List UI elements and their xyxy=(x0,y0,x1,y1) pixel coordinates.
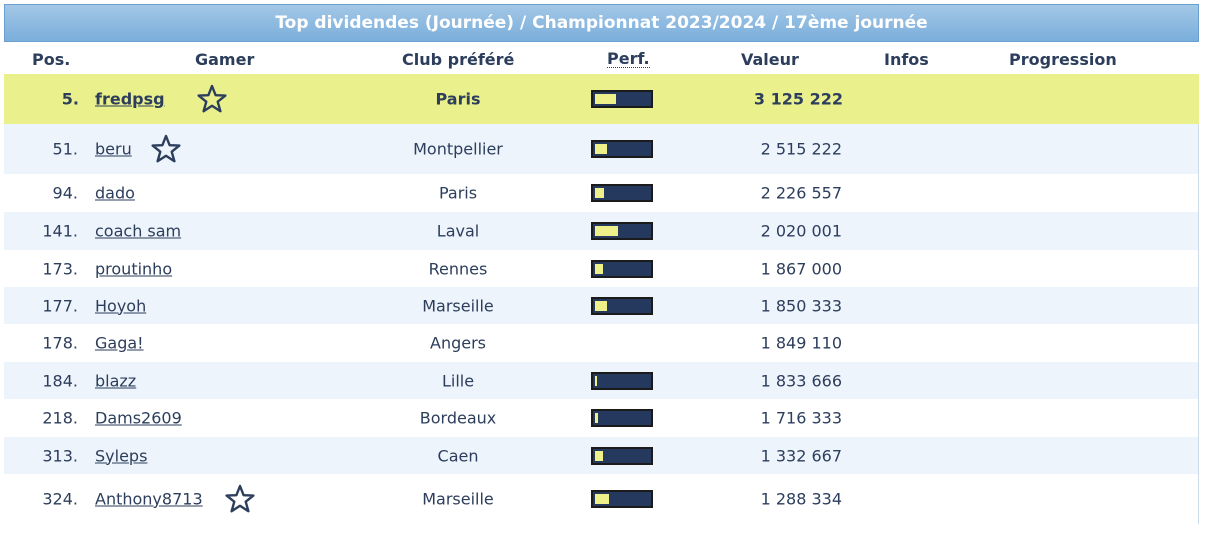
table-row: 178. Gaga! Angers 1 849 110 xyxy=(4,324,1199,362)
dividend-value: 1 716 333 xyxy=(760,408,842,428)
star-icon[interactable] xyxy=(196,83,228,115)
table-row: 177. Hoyoh Marseille 1 850 333 xyxy=(4,287,1199,324)
rank-position: 324. xyxy=(42,489,78,509)
table-row: 173. proutinho Rennes 1 867 000 xyxy=(4,250,1199,287)
table-row: 313. Syleps Caen 1 332 667 xyxy=(4,437,1199,474)
rank-position: 178. xyxy=(42,333,78,353)
dividend-value: 1 288 334 xyxy=(760,489,842,509)
rank-position: 313. xyxy=(42,446,78,465)
table-title: Top dividendes (Journée) / Championnat 2… xyxy=(4,4,1199,42)
dividend-value: 1 833 666 xyxy=(760,371,842,390)
favorite-club: Paris xyxy=(435,89,481,109)
rank-position: 51. xyxy=(52,139,78,159)
table-row: 141. coach sam Laval 2 020 001 xyxy=(4,212,1199,250)
star-icon[interactable] xyxy=(224,483,256,515)
favorite-club: Lille xyxy=(441,371,475,390)
dividend-value: 3 125 222 xyxy=(753,89,843,109)
rank-position: 5. xyxy=(61,89,79,109)
table-row: 5. fredpsg Paris 3 125 222 xyxy=(4,74,1199,124)
perf-bar xyxy=(591,446,653,465)
dividend-value: 1 332 667 xyxy=(760,446,842,465)
perf-bar xyxy=(591,296,653,315)
table-row: 218. Dams2609 Bordeaux 1 716 333 xyxy=(4,399,1199,437)
gamer-link[interactable]: Anthony8713 xyxy=(95,489,203,509)
gamer-link[interactable]: dado xyxy=(95,183,135,203)
favorite-club: Caen xyxy=(437,446,479,465)
gamer-link[interactable]: proutinho xyxy=(95,259,173,278)
table-row: 324. Anthony8713 Marseille 1 288 334 xyxy=(4,474,1199,524)
perf-bar-fill xyxy=(595,94,616,104)
header-gamer: Gamer xyxy=(195,50,255,69)
perf-bar-fill xyxy=(595,375,597,386)
star-icon[interactable] xyxy=(150,133,182,165)
rank-position: 177. xyxy=(42,296,78,315)
gamer-link[interactable]: Gaga! xyxy=(95,333,144,353)
rank-position: 184. xyxy=(42,371,78,390)
dividend-value: 1 849 110 xyxy=(760,333,842,353)
gamer-link[interactable]: fredpsg xyxy=(95,89,165,109)
table-header: Pos. Gamer Club préféré Perf. Valeur Inf… xyxy=(4,44,1199,74)
dividend-value: 2 515 222 xyxy=(760,139,842,159)
favorite-club: Paris xyxy=(438,183,478,203)
header-club: Club préféré xyxy=(402,50,515,69)
dividend-value: 1 867 000 xyxy=(760,259,842,278)
favorite-club: Marseille xyxy=(422,296,494,315)
favorite-club: Marseille xyxy=(422,489,494,509)
perf-bar xyxy=(591,259,653,278)
gamer-link[interactable]: Syleps xyxy=(95,446,148,465)
favorite-club: Laval xyxy=(436,221,480,241)
header-perf[interactable]: Perf. xyxy=(607,49,650,68)
perf-bar-fill xyxy=(595,188,604,198)
perf-bar-fill xyxy=(595,450,603,461)
gamer-link[interactable]: Hoyoh xyxy=(95,296,147,315)
favorite-club: Angers xyxy=(430,333,486,353)
perf-bar xyxy=(591,222,653,240)
perf-bar-fill xyxy=(595,144,607,154)
perf-bar xyxy=(591,409,653,427)
table-row: 94. dado Paris 2 226 557 xyxy=(4,174,1199,212)
perf-bar xyxy=(591,140,653,158)
perf-bar-fill xyxy=(595,300,607,311)
dividend-value: 2 020 001 xyxy=(760,221,842,241)
gamer-link[interactable]: blazz xyxy=(95,371,137,390)
perf-bar-fill xyxy=(595,263,603,274)
perf-bar xyxy=(591,371,653,390)
favorite-club: Rennes xyxy=(428,259,488,278)
gamer-link[interactable]: beru xyxy=(95,139,132,159)
dividend-value: 2 226 557 xyxy=(760,183,842,203)
rank-position: 218. xyxy=(42,408,78,428)
header-progression: Progression xyxy=(1009,50,1117,69)
perf-bar-fill xyxy=(595,413,598,423)
favorite-club: Montpellier xyxy=(413,139,503,159)
gamer-link[interactable]: coach sam xyxy=(95,221,182,241)
header-valeur: Valeur xyxy=(741,50,799,69)
dividend-value: 1 850 333 xyxy=(760,296,842,315)
rank-position: 141. xyxy=(42,221,78,241)
favorite-club: Bordeaux xyxy=(419,408,497,428)
header-infos: Infos xyxy=(884,50,929,69)
table-row: 51. beru Montpellier 2 515 222 xyxy=(4,124,1199,174)
header-pos: Pos. xyxy=(32,50,71,69)
rank-position: 173. xyxy=(42,259,78,278)
perf-bar-fill xyxy=(595,226,618,236)
perf-bar xyxy=(591,490,653,508)
perf-bar xyxy=(591,90,653,108)
perf-bar-fill xyxy=(595,494,609,504)
table-row: 184. blazz Lille 1 833 666 xyxy=(4,362,1199,399)
perf-bar xyxy=(591,184,653,202)
gamer-link[interactable]: Dams2609 xyxy=(95,408,182,428)
rank-position: 94. xyxy=(52,183,78,203)
